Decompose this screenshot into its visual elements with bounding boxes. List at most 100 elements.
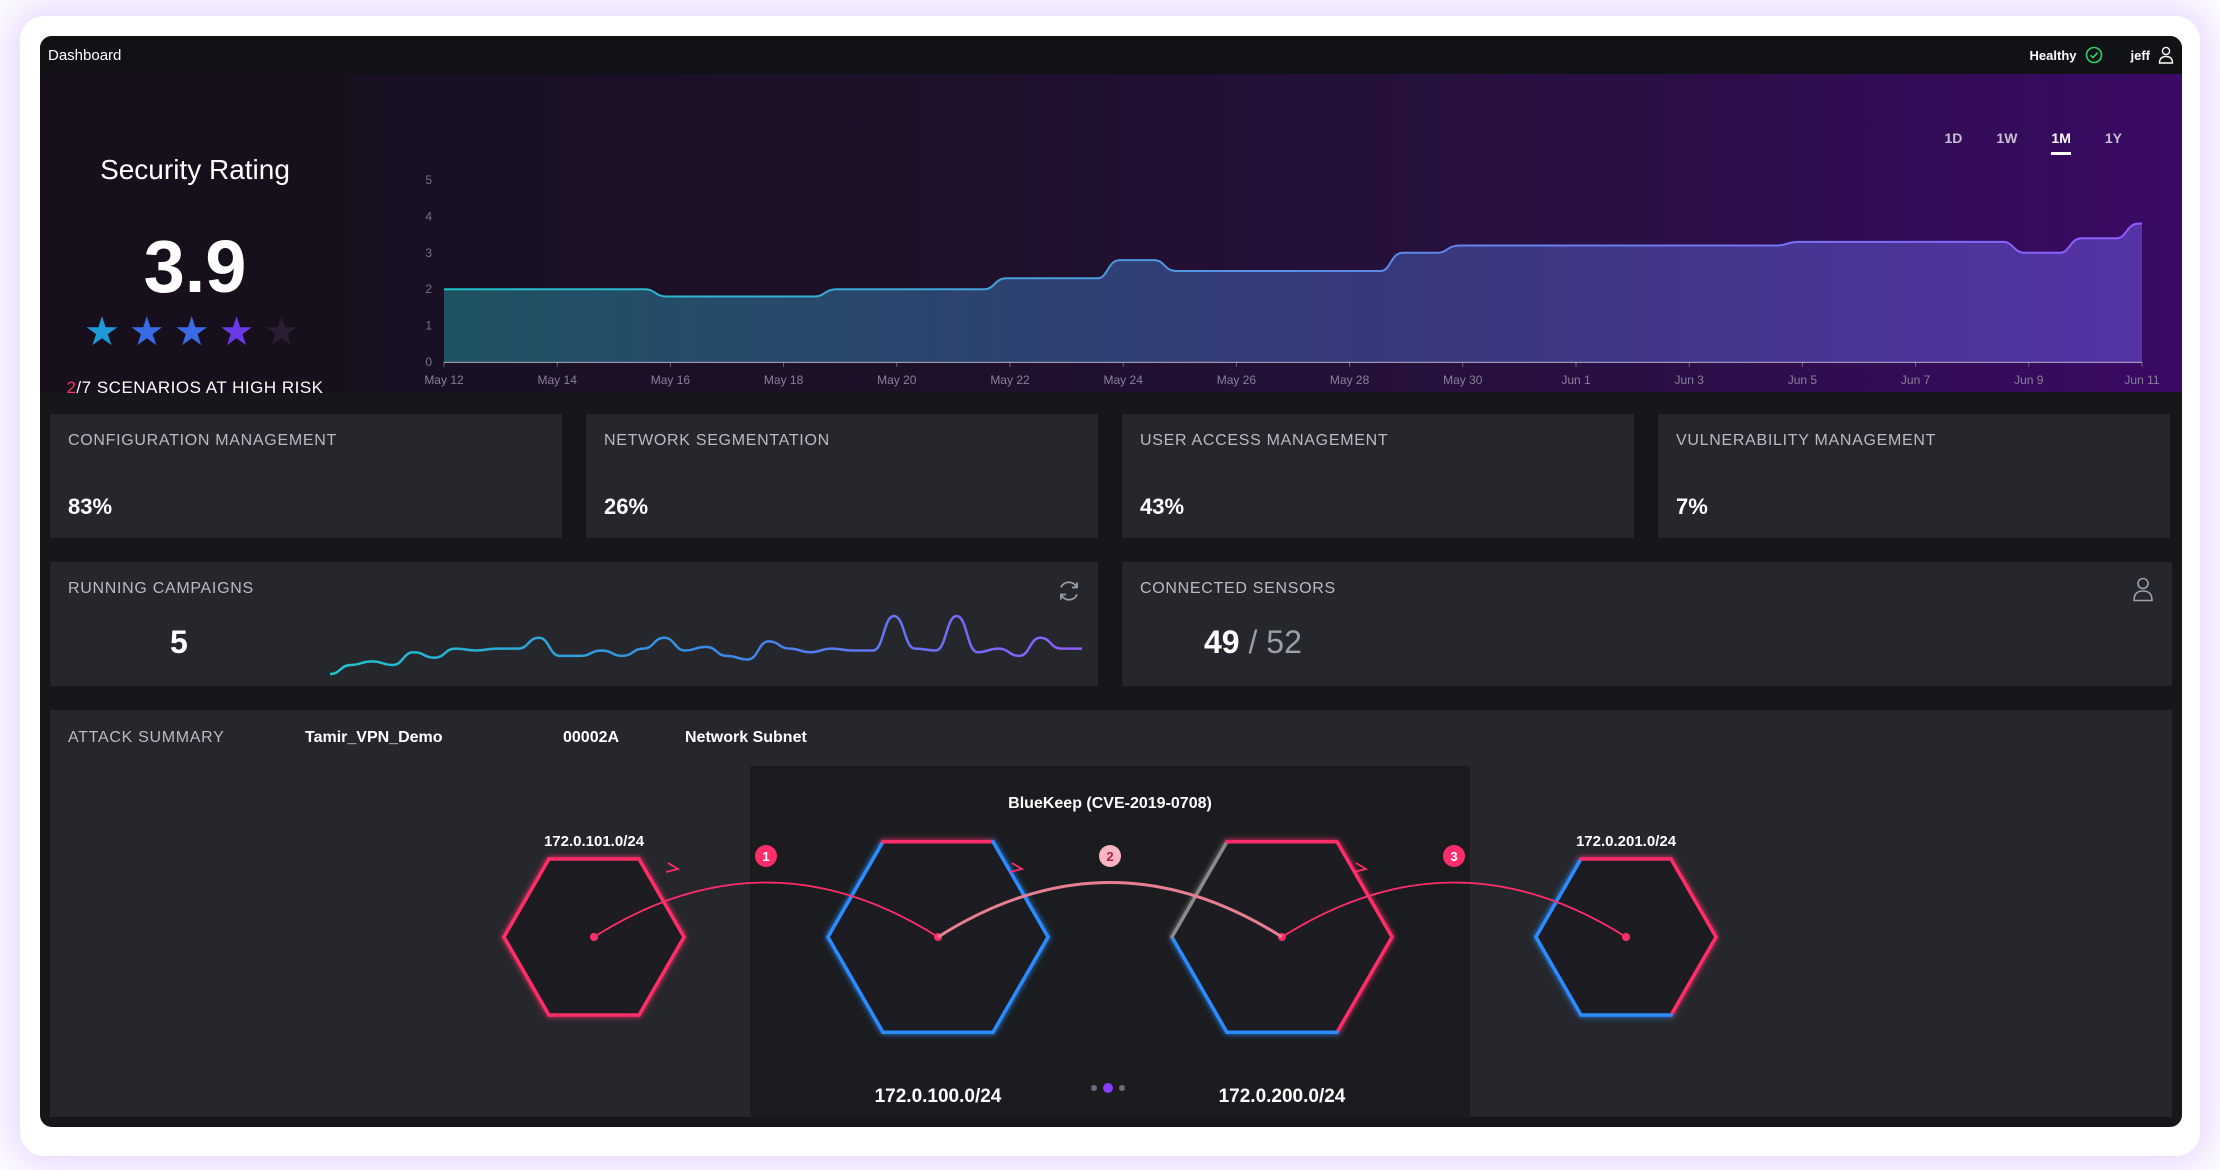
metric-card-user-access[interactable]: USER ACCESS MANAGEMENT 43% (1122, 414, 1634, 538)
arrow-icon (1009, 862, 1025, 873)
vulnerability-title: BlueKeep (CVE-2019-0708) (1008, 795, 1212, 812)
campaigns-count: 5 (170, 624, 188, 660)
metric-value: 83% (68, 494, 113, 519)
step-badge[interactable] (755, 845, 777, 867)
metric-value: 7% (1676, 494, 1708, 519)
rating-stars: ★ ★ ★ ★ ★ (84, 312, 299, 352)
security-rating-section: Security Rating 3.9 ★ ★ ★ ★ ★ 2/7 SCENARIOS … (40, 74, 2182, 397)
attack-summary-header: ATTACK SUMMARY Tamir_VPN_Demo 00002A Net… (50, 710, 2172, 766)
dashboard-app: Dashboard Healthy jeff Security Rating 3… (40, 36, 2182, 1127)
pagination-dot[interactable] (1103, 1083, 1113, 1093)
x-tick-label: Jun 3 (1675, 373, 1705, 387)
time-range-tabs: 1D 1W 1M 1Y (1945, 130, 2122, 155)
tab-range-1m[interactable]: 1M (2051, 130, 2071, 155)
x-tick-label: May 22 (990, 373, 1030, 387)
attack-scenario[interactable]: Tamir_VPN_Demo (305, 729, 443, 746)
series-line (444, 222, 2142, 298)
star-icon: ★ (218, 310, 255, 354)
attack-path-arc (1281, 881, 1627, 938)
user-menu[interactable]: jeff (2131, 46, 2175, 64)
y-tick-label: 5 (425, 173, 432, 187)
x-tick-label: Jun 5 (1788, 373, 1818, 387)
subnet-label: 172.0.100.0/24 (875, 1086, 1002, 1107)
x-tick-label: May 26 (1217, 373, 1257, 387)
x-tick-label: Jun 7 (1901, 373, 1931, 387)
subnet-label: 172.0.200.0/24 (1219, 1086, 1346, 1107)
tab-range-1w[interactable]: 1W (1996, 130, 2018, 146)
refresh-icon[interactable] (1056, 578, 1082, 604)
step-badge[interactable] (1443, 845, 1465, 867)
x-tick-label: May 30 (1443, 373, 1483, 387)
metric-card-configuration[interactable]: CONFIGURATION MANAGEMENT 83% (50, 414, 562, 538)
star-icon: ★ (173, 310, 210, 354)
attack-id: 00002A (563, 729, 620, 746)
risk-summary[interactable]: 2/7 SCENARIOS AT HIGH RISK (40, 378, 350, 398)
tab-range-1y[interactable]: 1Y (2104, 130, 2122, 146)
y-tick-label: 3 (425, 246, 432, 260)
step-badge-label: 1 (762, 849, 769, 864)
x-tick-label: May 18 (764, 373, 804, 387)
risk-text: /7 SCENARIOS AT HIGH RISK (76, 378, 324, 397)
metric-label: VULNERABILITY MANAGEMENT (1676, 432, 1937, 449)
series-area (444, 223, 2142, 362)
y-tick-label: 2 (425, 282, 432, 296)
running-campaigns-card[interactable]: RUNNING CAMPAIGNS 5 (50, 562, 1098, 686)
security-rating-chart: 0 1 2 3 4 5 May 12 May 14 May 16 May 18 May 20 May … (424, 173, 2160, 387)
sparkline-path (329, 614, 1082, 676)
x-tick-label: May 12 (424, 373, 464, 387)
subnet-label: 172.0.101.0/24 (544, 833, 645, 850)
attack-path-arc (593, 881, 939, 938)
subnet-label: 172.0.201.0/24 (1576, 833, 1677, 850)
sensors-count: 49 / 52 (1204, 624, 1302, 661)
arrow-icon (665, 862, 681, 873)
attack-path-arc (937, 881, 1283, 939)
user-name: jeff (2130, 47, 2151, 63)
tab-range-1d[interactable]: 1D (1944, 130, 1963, 146)
metric-card-network-segmentation[interactable]: NETWORK SEGMENTATION 26% (586, 414, 1098, 538)
star-icon: ★ (84, 310, 120, 354)
step-badge-label: 2 (1106, 849, 1113, 864)
x-tick-label: Jun 11 (2124, 373, 2159, 387)
star-icon: ★ (263, 310, 300, 354)
attack-target-type: Network Subnet (685, 729, 807, 746)
metric-value: 43% (1140, 494, 1185, 519)
star-icon: ★ (128, 310, 165, 354)
sensors-connected: 49 (1204, 624, 1240, 660)
sensors-separator: / (1248, 624, 1258, 660)
metric-label: USER ACCESS MANAGEMENT (1140, 432, 1389, 449)
metric-label: NETWORK SEGMENTATION (604, 432, 830, 449)
x-tick-label: May 20 (877, 373, 917, 387)
pagination-dot[interactable] (1119, 1085, 1125, 1091)
top-bar-right: Healthy jeff (2030, 46, 2174, 64)
pagination-dot[interactable] (1091, 1085, 1097, 1091)
top-bar: Dashboard Healthy jeff (40, 36, 2182, 74)
step-badge-label: 3 (1450, 849, 1457, 864)
x-tick-label: May 14 (538, 373, 578, 387)
x-tick-label: Jun 1 (1561, 373, 1591, 387)
check-circle-icon (2085, 46, 2102, 64)
connected-sensors-card[interactable]: CONNECTED SENSORS 49 / 52 (1122, 562, 2172, 686)
attack-summary-label: ATTACK SUMMARY (68, 729, 225, 746)
y-tick-label: 1 (425, 319, 432, 333)
arrow-icon (1353, 862, 1369, 873)
metric-card-vulnerability[interactable]: VULNERABILITY MANAGEMENT 7% (1658, 414, 2170, 538)
health-status[interactable]: Healthy (2030, 46, 2103, 64)
rating-title: Security Rating (100, 154, 290, 185)
step-badge[interactable] (1099, 845, 1121, 867)
attack-path-panel: BlueKeep (CVE-2019-0708) 172.0.101.0/24 17… (50, 766, 2172, 1117)
metric-value: 26% (604, 494, 649, 519)
health-status-label: Healthy (2029, 47, 2077, 63)
y-tick-label: 4 (425, 209, 432, 223)
sensors-total: 52 (1266, 624, 1302, 660)
metric-label: CONFIGURATION MANAGEMENT (68, 432, 337, 449)
risk-count: 2 (66, 378, 77, 397)
page-title: Dashboard (48, 46, 122, 64)
x-tick-label: May 24 (1104, 373, 1144, 387)
x-tick-label: May 28 (1330, 373, 1370, 387)
campaigns-label: RUNNING CAMPAIGNS (68, 580, 254, 597)
x-tick-label: May 16 (651, 373, 691, 387)
rating-value: 3.9 (143, 225, 247, 308)
attack-path-graph: BlueKeep (CVE-2019-0708) 172.0.101.0/24 17… (502, 795, 1718, 1107)
x-tick-label: Jun 9 (2014, 373, 2044, 387)
rating-panel: Security Rating 3.9 ★ ★ ★ ★ ★ 2/7 SCENARIOS … (40, 74, 350, 397)
